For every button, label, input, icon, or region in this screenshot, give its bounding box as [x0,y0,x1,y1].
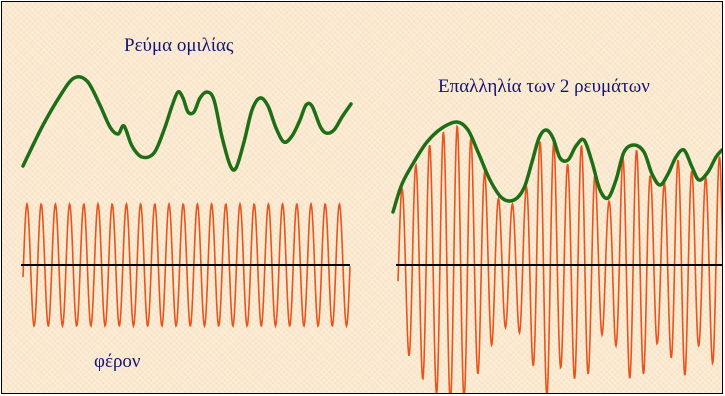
modulated-wave-right [397,124,722,393]
modulated-wave-trace [397,124,722,393]
superposition-label: Επαλληλία των 2 ρευμάτων [438,76,650,97]
carrier-wave-left [22,201,351,329]
speech-signal-curve [21,74,353,172]
modulation-envelope-curve [391,120,722,214]
carrier-wave-trace [22,201,351,329]
speech-current-label: Ρεύμα ομιλίας [124,35,234,56]
carrier-label: φέρον [94,351,141,372]
